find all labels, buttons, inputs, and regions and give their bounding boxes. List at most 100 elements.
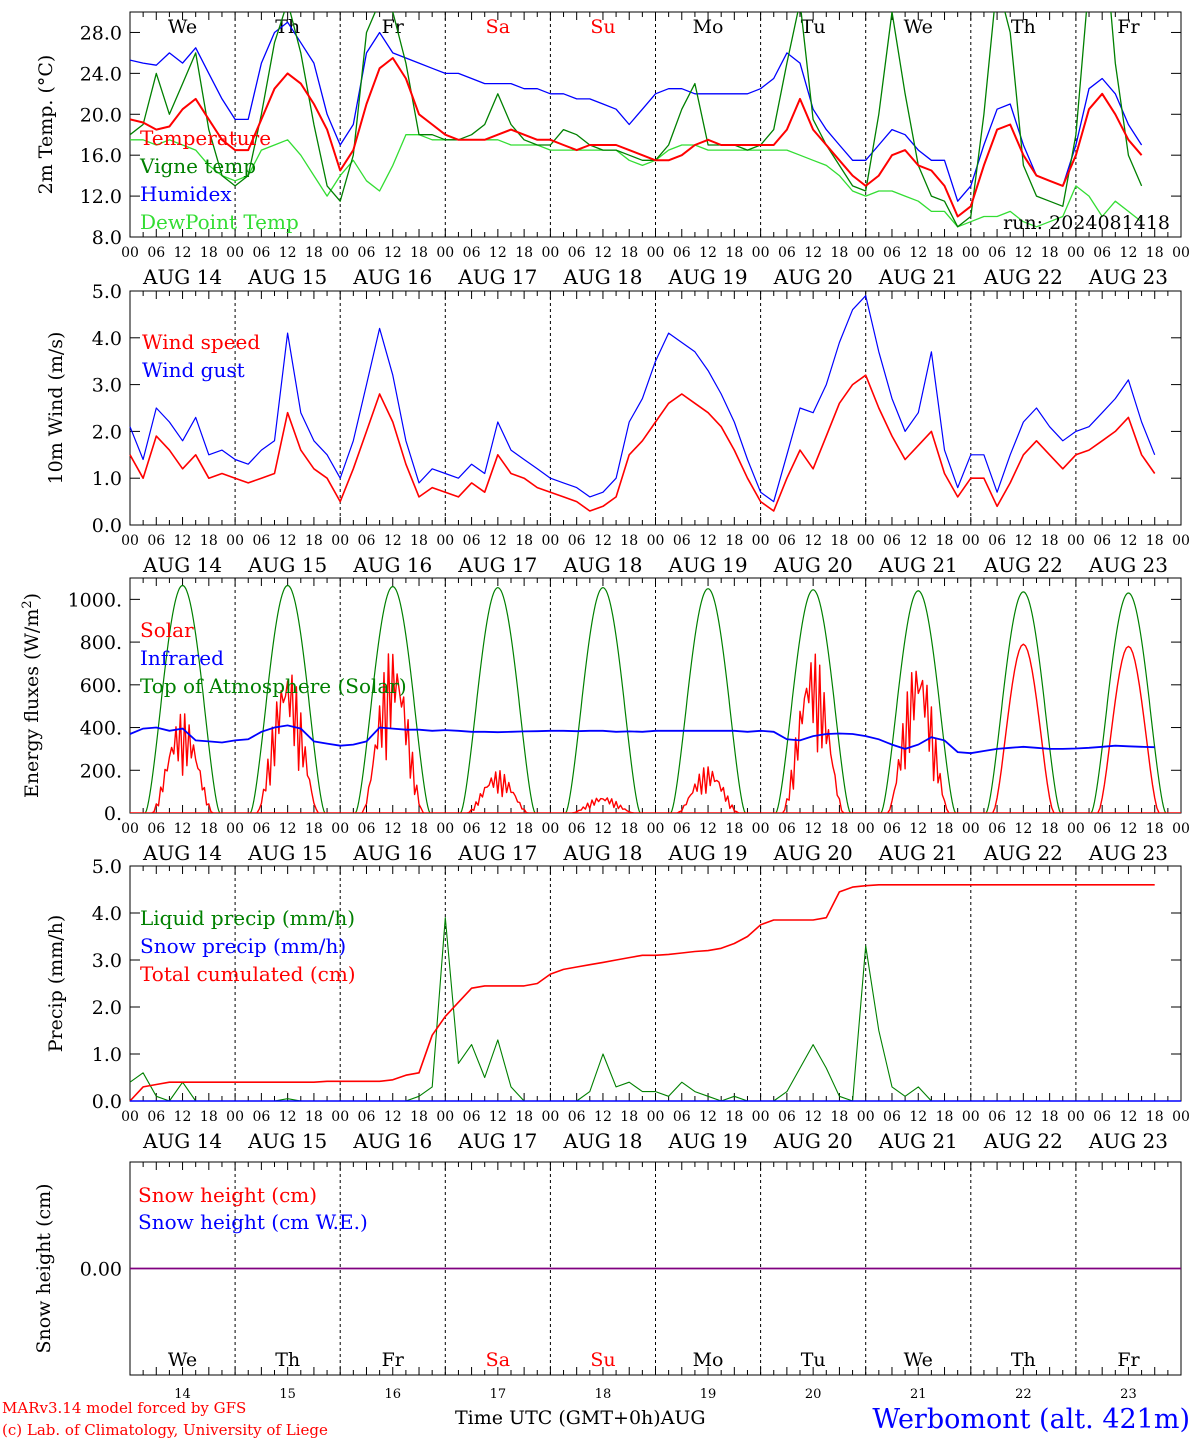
legend-entry: Top of Atmosphere (Solar)	[140, 674, 407, 698]
date-label: AUG 22	[983, 553, 1063, 577]
hour-label: 00	[331, 1109, 349, 1125]
date-label: AUG 23	[1088, 1129, 1168, 1153]
weekday-label: Tu	[801, 16, 826, 38]
hour-label: 00	[1172, 821, 1190, 837]
hour-label: 06	[673, 821, 691, 837]
y-tick-label: 5.0	[92, 856, 122, 878]
toa-solar-arc	[249, 584, 326, 813]
y-tick-label: 0.	[104, 803, 122, 825]
hour-label: 12	[594, 1109, 612, 1125]
hour-label: 00	[436, 245, 454, 261]
y-tick-label: 28.0	[80, 22, 122, 44]
hour-label: 12	[1120, 245, 1138, 261]
hour-label: 06	[147, 245, 165, 261]
y-tick-label: 0.0	[92, 1091, 122, 1113]
hour-label: 12	[1014, 821, 1032, 837]
hour-label: 12	[699, 821, 717, 837]
y-tick-label: 1.0	[92, 1044, 122, 1066]
run-annotation: run: 2024081418	[1003, 212, 1170, 234]
toa-solar-arc	[985, 591, 1062, 813]
solar-hump	[887, 670, 950, 813]
hour-label: 18	[305, 821, 323, 837]
date-label: AUG 17	[457, 553, 537, 577]
series-line-0	[130, 57, 1143, 218]
hour-label: 12	[804, 1109, 822, 1125]
hour-label: 00	[1172, 245, 1190, 261]
legend-entry: Temperature	[140, 126, 271, 150]
hour-label: 06	[1093, 821, 1111, 837]
solar-hump	[677, 766, 740, 813]
hour-label: 06	[988, 245, 1006, 261]
hour-label: 00	[226, 245, 244, 261]
hour-label: 18	[725, 533, 743, 549]
hour-label: 18	[305, 1109, 323, 1125]
hour-label: 00	[436, 533, 454, 549]
hour-label: 06	[358, 1109, 376, 1125]
hour-label: 06	[1093, 1109, 1111, 1125]
hour-label: 06	[883, 533, 901, 549]
legend-entry: Snow height (cm)	[138, 1183, 317, 1207]
hour-label: 12	[384, 821, 402, 837]
hour-label: 12	[384, 245, 402, 261]
hour-label: 18	[515, 245, 533, 261]
hour-label: 06	[463, 821, 481, 837]
legend-entry: DewPoint Temp	[140, 210, 299, 234]
hour-label: 06	[673, 1109, 691, 1125]
x-axis-label: Time UTC (GMT+0h)AUG	[455, 1407, 706, 1429]
date-label: AUG 18	[562, 265, 642, 289]
hour-label: 18	[410, 245, 428, 261]
date-label: AUG 18	[562, 1129, 642, 1153]
hour-label: 18	[1146, 245, 1164, 261]
hour-label: 18	[305, 245, 323, 261]
hour-label: 12	[909, 533, 927, 549]
hour-label: 06	[988, 533, 1006, 549]
hour-label: 00	[752, 1109, 770, 1125]
date-label: AUG 16	[352, 1129, 432, 1153]
hour-label: 12	[279, 245, 297, 261]
weekday-label: Th	[1011, 16, 1036, 38]
toa-solar-arc	[460, 586, 536, 813]
hour-label: 18	[410, 533, 428, 549]
hour-label: 00	[436, 1109, 454, 1125]
date-label: AUG 23	[1088, 841, 1168, 865]
hour-label: 00	[1067, 533, 1085, 549]
date-label: AUG 23	[1088, 265, 1168, 289]
solar-hump	[992, 643, 1055, 813]
hour-label: 00	[752, 533, 770, 549]
hour-label: 12	[1014, 1109, 1032, 1125]
hour-label: 18	[515, 533, 533, 549]
hour-label: 12	[594, 821, 612, 837]
hour-label: 18	[725, 1109, 743, 1125]
hour-label: 00	[226, 533, 244, 549]
hour-label: 06	[147, 1109, 165, 1125]
y-tick-label: 4.0	[92, 903, 122, 925]
y-tick-label: 600.	[80, 675, 122, 697]
date-label: AUG 15	[247, 553, 327, 577]
weekday-label: We	[904, 16, 933, 38]
hour-label: 06	[988, 821, 1006, 837]
weekday-label: Mo	[693, 16, 724, 38]
hour-label: 06	[778, 533, 796, 549]
date-label: AUG 20	[773, 265, 853, 289]
hour-label: 06	[673, 533, 691, 549]
hour-label: 18	[936, 533, 954, 549]
hour-label: 00	[857, 821, 875, 837]
date-label: AUG 19	[668, 841, 748, 865]
hour-label: 12	[489, 533, 507, 549]
hour-label: 18	[1146, 1109, 1164, 1125]
y-tick-label: 5.0	[92, 281, 122, 303]
hour-label: 06	[673, 245, 691, 261]
date-label: AUG 21	[878, 841, 958, 865]
hour-label: 00	[962, 821, 980, 837]
panel-frame-1	[129, 11, 1182, 238]
series-line-3	[130, 134, 1142, 228]
hour-label: 06	[147, 533, 165, 549]
cumulated-precip-line	[129, 883, 1155, 1102]
hour-label: 18	[831, 533, 849, 549]
station-title: Werbomont (alt. 421m)	[872, 1404, 1190, 1435]
hour-label: 18	[1041, 533, 1059, 549]
legend-entry: Snow height (cm W.E.)	[138, 1210, 368, 1234]
hour-label: 18	[620, 821, 638, 837]
hour-label: 00	[121, 1109, 139, 1125]
hour-label: 18	[725, 821, 743, 837]
